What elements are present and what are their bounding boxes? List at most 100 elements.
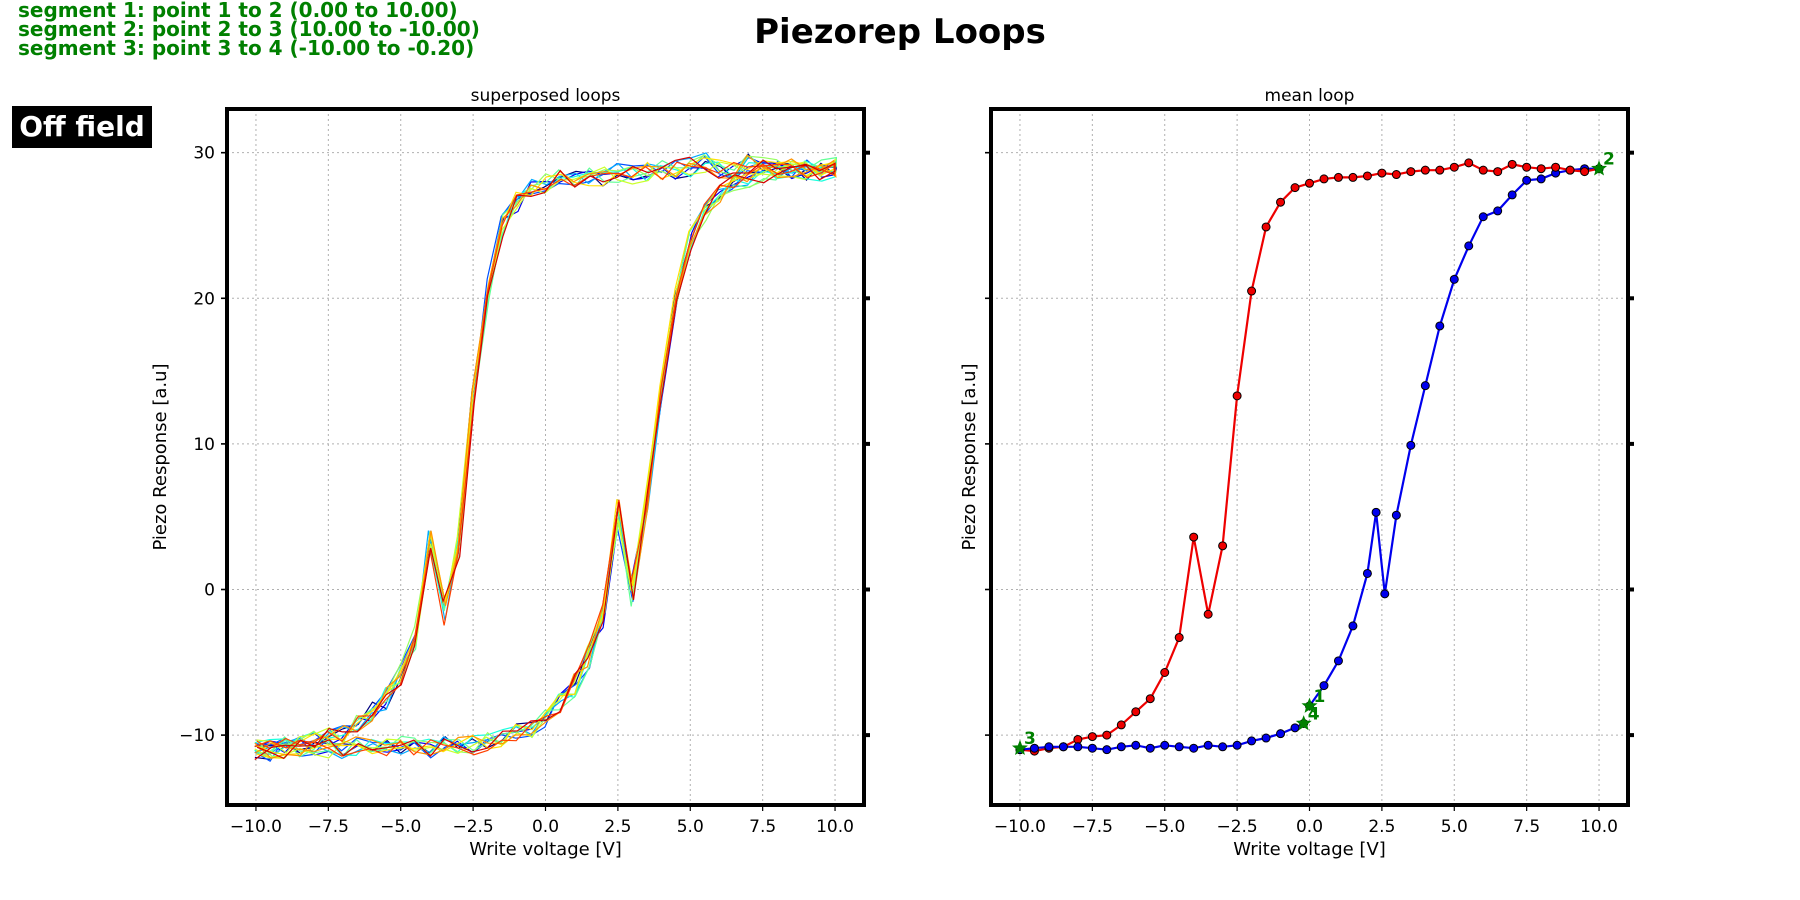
- x-tick-label: 5.0: [677, 817, 704, 837]
- grid-lines: [991, 109, 1628, 805]
- x-tick-label: 0.0: [532, 817, 559, 837]
- data-point-marker: [1290, 183, 1300, 193]
- data-point-marker: [1232, 740, 1242, 750]
- loop-series-line: [256, 154, 838, 758]
- point-star-marker: [1295, 715, 1312, 731]
- chart-title: mean loop: [1265, 86, 1355, 106]
- segment-1-text: segment 1: point 1 to 2 (0.00 to 10.00): [18, 0, 458, 22]
- x-tick-label: 7.5: [749, 817, 776, 837]
- x-tick-label: −7.5: [1072, 817, 1113, 837]
- x-tick-label: 10.0: [816, 817, 854, 837]
- y-tick-label: 30: [193, 144, 215, 164]
- data-point-marker: [1073, 742, 1083, 752]
- data-point-marker: [1464, 158, 1474, 168]
- data-point-marker: [1536, 164, 1546, 174]
- data-point-marker: [1522, 175, 1532, 185]
- data-point-marker: [1478, 165, 1488, 175]
- data-point-marker: [1160, 667, 1170, 677]
- data-point-marker: [1406, 440, 1416, 450]
- data-point-marker: [1319, 174, 1329, 184]
- point-star-marker: [1301, 697, 1318, 713]
- data-point-marker: [1189, 532, 1199, 542]
- loop-series-line: [255, 157, 837, 759]
- x-tick-label: −2.5: [1216, 817, 1257, 837]
- chart-title: superposed loops: [471, 86, 621, 106]
- point-number-label: 3: [1024, 729, 1036, 749]
- data-point-marker: [1333, 172, 1343, 182]
- data-point-marker: [1580, 167, 1590, 177]
- data-point-marker: [1145, 743, 1155, 753]
- y-tick-label: 20: [193, 289, 215, 309]
- data-point-marker: [1420, 165, 1430, 175]
- data-point-marker: [1507, 159, 1517, 169]
- data-point-marker: [1290, 723, 1300, 733]
- x-tick-label: −5.0: [1144, 817, 1185, 837]
- x-tick-label: 2.5: [1368, 817, 1395, 837]
- data-point-marker: [1102, 730, 1112, 740]
- data-point-marker: [1276, 197, 1286, 207]
- point-star-marker: [1011, 739, 1028, 756]
- y-tick-label: −10: [179, 726, 215, 746]
- data-layer: [254, 152, 838, 763]
- data-point-marker: [1551, 162, 1561, 172]
- y-tick-label: 0: [204, 581, 215, 601]
- data-point-marker: [1087, 743, 1097, 753]
- loop-series-line: [254, 158, 837, 759]
- x-tick-label: 10.0: [1580, 817, 1618, 837]
- data-point-marker: [1319, 681, 1329, 691]
- data-point-marker: [1435, 165, 1445, 175]
- data-point-marker: [1348, 172, 1358, 182]
- x-tick-label: 0.0: [1296, 817, 1323, 837]
- data-point-marker: [1044, 742, 1054, 752]
- data-point-marker: [1116, 742, 1126, 752]
- data-point-marker: [1305, 178, 1314, 188]
- x-tick-label: −10.0: [230, 817, 282, 837]
- data-point-marker: [1522, 162, 1532, 172]
- data-point-marker: [1203, 740, 1213, 750]
- loop-series-line: [254, 161, 836, 757]
- data-point-marker: [1380, 589, 1390, 599]
- data-point-marker: [1131, 707, 1141, 717]
- data-point-marker: [1218, 541, 1228, 551]
- figure-title: Piezorep Loops: [754, 12, 1046, 52]
- data-point-marker: [1261, 222, 1271, 232]
- data-point-marker: [1203, 609, 1213, 619]
- data-point-marker: [1507, 190, 1517, 200]
- data-point-marker: [1391, 170, 1401, 180]
- point-star-marker: [1591, 160, 1608, 176]
- segment-2-text: segment 2: point 2 to 3 (10.00 to -10.00…: [18, 17, 480, 41]
- x-tick-label: −2.5: [452, 817, 493, 837]
- data-point-marker: [1565, 165, 1575, 175]
- data-point-marker: [1116, 720, 1126, 730]
- data-point-marker: [1348, 621, 1358, 631]
- data-point-marker: [1189, 743, 1199, 753]
- data-point-marker: [1406, 167, 1416, 177]
- segment-3-text: segment 3: point 3 to 4 (-10.00 to -0.20…: [18, 36, 475, 60]
- x-tick-label: −5.0: [380, 817, 421, 837]
- x-tick-label: −10.0: [994, 817, 1046, 837]
- data-point-marker: [1174, 633, 1184, 643]
- data-point-marker: [1493, 206, 1503, 216]
- data-point-marker: [1333, 656, 1343, 666]
- mean-loop-series-line: [1308, 167, 1599, 707]
- y-axis-label: Piezo Response [a.u]: [959, 363, 980, 550]
- data-point-marker: [1362, 171, 1372, 181]
- x-axis-label: Write voltage [V]: [469, 839, 622, 860]
- x-tick-label: 2.5: [604, 817, 631, 837]
- point-number-label: 2: [1603, 150, 1615, 170]
- data-point-marker: [1174, 742, 1184, 752]
- superposed-loops-chart: −10.0 −7.5 −5.0 −2.5 0.0 2.5 5.0 7.5 10.0 −10 0 10 2…: [150, 86, 870, 860]
- data-point-marker: [1160, 740, 1170, 750]
- grid-lines: [227, 109, 864, 805]
- data-point-marker: [1493, 167, 1503, 177]
- off-field-badge: Off field: [12, 106, 152, 148]
- data-point-marker: [1536, 174, 1546, 184]
- data-point-marker: [1449, 274, 1459, 284]
- data-point-marker: [1449, 162, 1459, 172]
- data-point-marker: [1232, 391, 1242, 401]
- data-point-marker: [1362, 568, 1372, 578]
- data-point-marker: [1371, 507, 1381, 517]
- data-point-marker: [1276, 729, 1286, 739]
- point-number-label: 1: [1314, 687, 1326, 707]
